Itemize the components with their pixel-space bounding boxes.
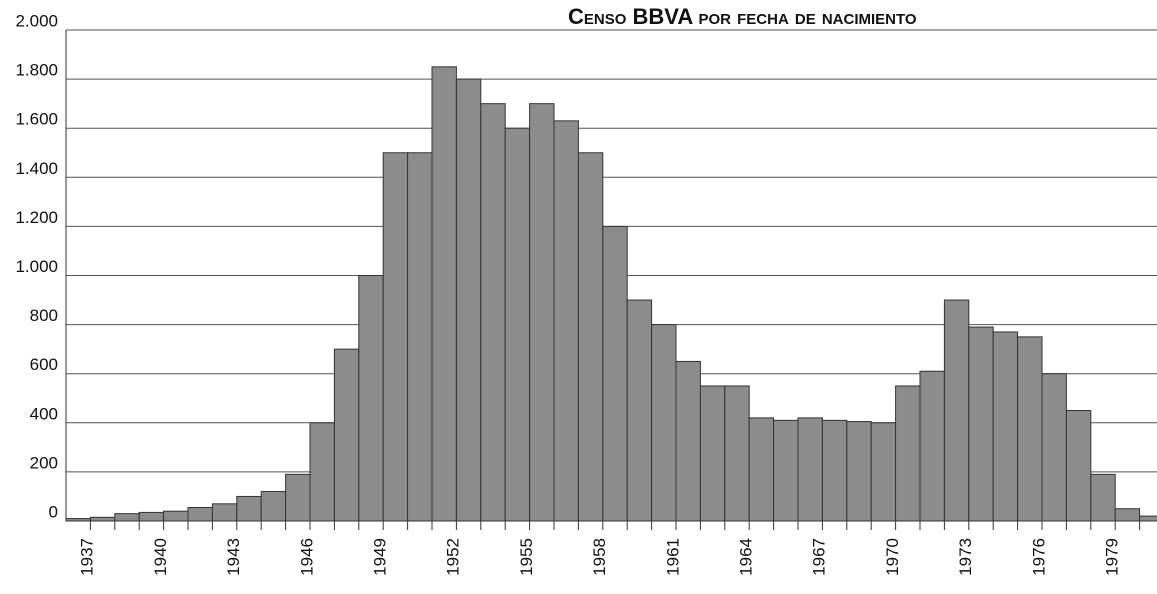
x-tick-label: 1943 — [224, 538, 243, 576]
y-tick-label: 600 — [30, 355, 58, 374]
bar — [773, 419, 799, 522]
x-tick-label: 1949 — [370, 538, 389, 576]
bar — [1041, 373, 1067, 522]
bar — [1139, 515, 1157, 522]
bar — [1017, 336, 1043, 522]
bar — [919, 370, 945, 522]
bar — [626, 299, 653, 522]
x-tick-label: 1961 — [663, 538, 682, 576]
x-tick-label: 1958 — [590, 538, 609, 576]
chart-title: Censo BBVA por fecha de nacimiento — [568, 4, 917, 29]
bar — [870, 422, 897, 522]
bar — [187, 506, 213, 522]
bar — [260, 491, 287, 522]
y-tick-label: 2.000 — [15, 11, 58, 30]
bar — [1114, 508, 1141, 522]
bar — [724, 385, 750, 522]
bar — [821, 419, 848, 522]
bar — [407, 152, 433, 522]
x-tick-label: 1976 — [1029, 538, 1048, 576]
bar — [455, 78, 482, 522]
bar — [236, 495, 262, 522]
y-tick-label: 200 — [30, 453, 58, 472]
x-tick-label: 1952 — [444, 538, 463, 576]
bar — [480, 103, 506, 522]
x-tick-label: 1964 — [736, 538, 755, 576]
y-tick-label: 800 — [30, 306, 58, 325]
bar — [748, 417, 775, 522]
bar — [358, 275, 384, 522]
bar — [846, 421, 872, 522]
bar — [797, 417, 823, 522]
y-tick-label: 1.000 — [15, 257, 58, 276]
bar — [333, 348, 360, 522]
bar — [651, 324, 677, 522]
bar — [699, 385, 726, 522]
x-tick-label: 1937 — [78, 538, 97, 576]
bar — [992, 331, 1019, 522]
bar — [577, 152, 604, 522]
x-tick-label: 1946 — [297, 538, 316, 576]
bar — [529, 103, 555, 522]
bar — [138, 511, 165, 522]
bar — [89, 516, 116, 522]
bar — [675, 360, 701, 522]
x-tick-label: 1967 — [810, 538, 829, 576]
y-tick-label: 1.800 — [15, 61, 58, 80]
bar — [1090, 473, 1116, 522]
bar — [1065, 410, 1092, 522]
y-tick-label: 1.600 — [15, 110, 58, 129]
bar — [943, 299, 970, 522]
bar — [968, 326, 994, 522]
y-tick-label: 0 — [49, 502, 58, 521]
x-tick-label: 1973 — [956, 538, 975, 576]
bar — [602, 225, 628, 522]
bar — [285, 473, 311, 522]
bar — [504, 127, 531, 522]
bar — [211, 503, 238, 522]
x-tick-label: 1970 — [883, 538, 902, 576]
bar — [114, 513, 140, 522]
y-tick-label: 400 — [30, 404, 58, 423]
bar — [553, 120, 579, 522]
bar — [895, 385, 921, 522]
bar — [309, 422, 335, 522]
y-tick-label: 1.400 — [15, 159, 58, 178]
bar — [382, 152, 409, 522]
x-tick-label: 1979 — [1102, 538, 1121, 576]
bar — [163, 510, 189, 522]
bar — [431, 66, 457, 522]
y-tick-label: 1.200 — [15, 208, 58, 227]
x-tick-label: 1940 — [151, 538, 170, 576]
x-tick-label: 1955 — [517, 538, 536, 576]
